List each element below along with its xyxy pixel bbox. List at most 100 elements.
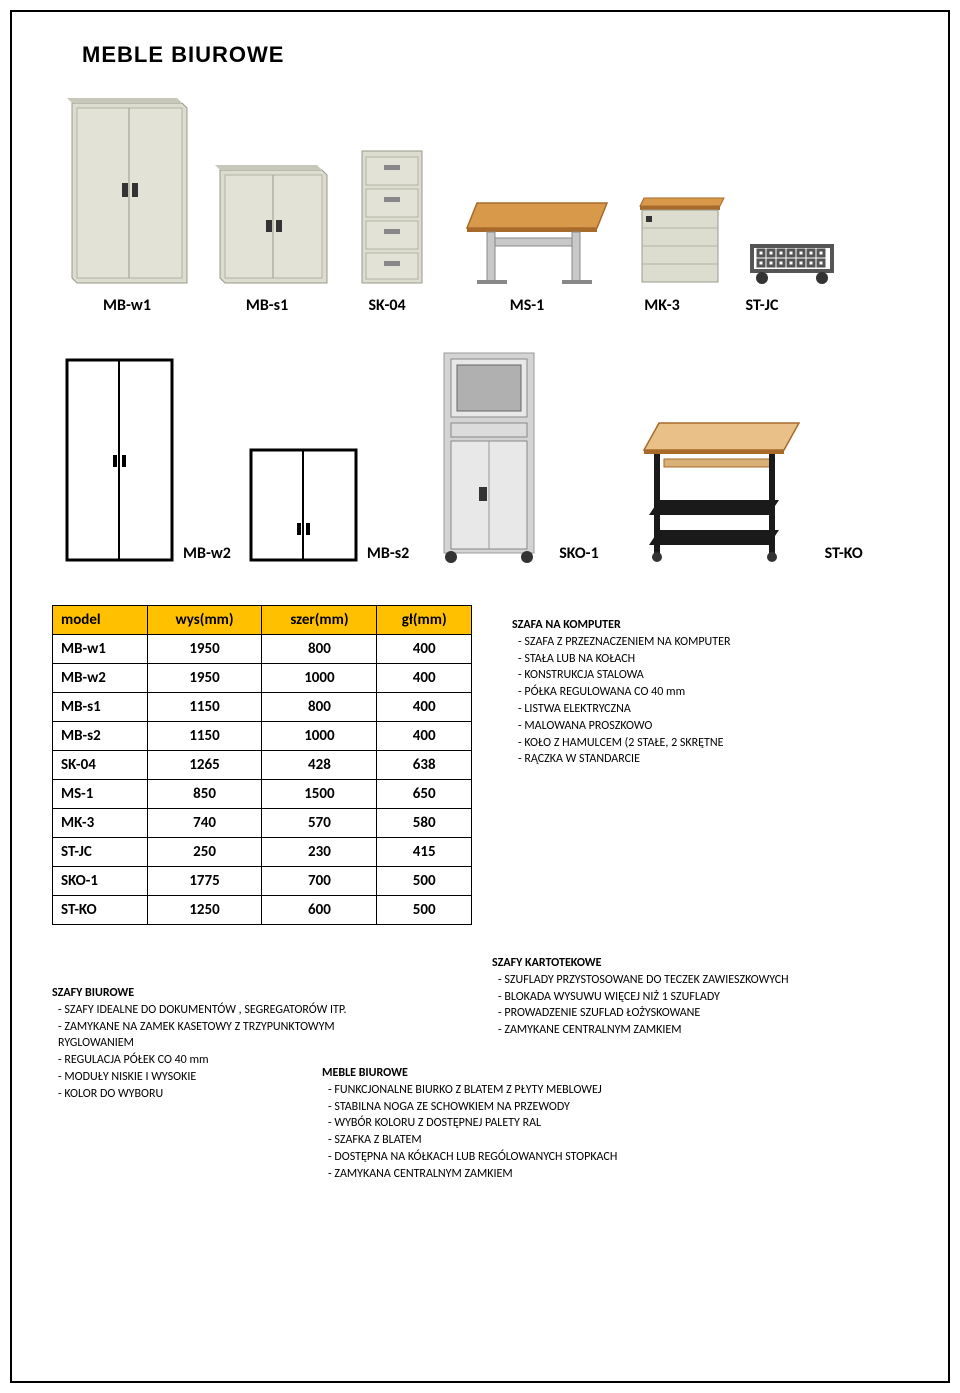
table-cell: 740 [147, 809, 262, 838]
product-mb-w1 [62, 88, 192, 288]
table-cell: 800 [262, 635, 377, 664]
table-row: ST-JC250230415 [53, 838, 472, 867]
desc-line: - MALOWANA PROSZKOWO [512, 718, 730, 735]
drawer-cabinet-icon [632, 188, 732, 288]
table-row: MB-w219501000400 [53, 664, 472, 693]
table-cell: 800 [262, 693, 377, 722]
table-cell: 400 [377, 722, 472, 751]
table-row: ST-KO1250600500 [53, 896, 472, 925]
col-model: model [53, 606, 148, 635]
page-title: MEBLE BIUROWE [82, 42, 918, 68]
product-mb-s1 [212, 158, 332, 288]
desc-line: - STAŁA LUB NA KOŁACH [512, 651, 730, 668]
table-cell: 1775 [147, 867, 262, 896]
table-header-row: model wys(mm) szer(mm) gł(mm) [53, 606, 472, 635]
table-cell: ST-KO [53, 896, 148, 925]
table-cell: 600 [262, 896, 377, 925]
table-cell: 415 [377, 838, 472, 867]
desk-icon [457, 188, 617, 288]
desc-computer-cabinet: SZAFA NA KOMPUTER - SZAFA Z PRZEZNACZENI… [512, 617, 730, 768]
table-row: MK-3740570580 [53, 809, 472, 838]
label-st-ko: ST-KO [825, 544, 863, 563]
table-cell: 500 [377, 867, 472, 896]
table-cell: 850 [147, 780, 262, 809]
product-sko-1: SKO-1 [429, 345, 598, 565]
desc-line: - PÓŁKA REGULOWANA CO 40 mm [512, 684, 730, 701]
table-cell: 650 [377, 780, 472, 809]
desc-line: - SZAFA Z PRZEZNACZENIEM NA KOMPUTER [512, 634, 730, 651]
product-mk-3 [632, 188, 732, 288]
table-cell: 400 [377, 635, 472, 664]
label-mb-w2: MB-w2 [183, 544, 231, 563]
label-mb-s2: MB-s2 [367, 544, 409, 563]
file-cabinet-icon [352, 143, 432, 288]
table-cell: 428 [262, 751, 377, 780]
desc-line: - ZAMYKANE CENTRALNYM ZAMKIEM [492, 1022, 912, 1039]
table-row: SK-041265428638 [53, 751, 472, 780]
product-st-ko: ST-KO [629, 405, 863, 565]
desc-line: - FUNKCJONALNE BIURKO Z BLATEM Z PŁYTY M… [322, 1082, 772, 1099]
computer-desk-icon [629, 405, 809, 565]
cabinet-short-icon [212, 158, 332, 288]
table-cell: 570 [262, 809, 377, 838]
lower-descriptions: SZAFY BIUROWE - SZAFY IDEALNE DO DOKUMEN… [42, 955, 918, 1195]
desc-line: - SZAFKA Z BLATEM [322, 1132, 772, 1149]
table-cell: 1500 [262, 780, 377, 809]
table-cell: 250 [147, 838, 262, 867]
data-section: model wys(mm) szer(mm) gł(mm) MB-w119508… [42, 605, 918, 925]
desc-kartotekowe: SZAFY KARTOTEKOWE - SZUFLADY PRZYSTOSOWA… [492, 955, 912, 1039]
desc-line: - SZAFY IDEALNE DO DOKUMENTÓW , SEGREGAT… [52, 1002, 392, 1019]
desc-meble-title: MEBLE BIUROWE [322, 1065, 772, 1082]
label-mb-w1: MB-w1 [62, 296, 192, 315]
col-szer: szer(mm) [262, 606, 377, 635]
product-st-jc [742, 228, 842, 288]
desc-line: - DOSTĘPNA NA KÓŁKACH LUB REGÓLOWANYCH S… [322, 1149, 772, 1166]
desc-line: - BLOKADA WYSUWU WIĘCEJ NIŻ 1 SZUFLADY [492, 989, 912, 1006]
table-cell: 638 [377, 751, 472, 780]
product-mb-s2: MB-s2 [246, 445, 409, 565]
product-sk-04 [352, 143, 432, 288]
table-cell: 230 [262, 838, 377, 867]
table-cell: 1950 [147, 635, 262, 664]
table-cell: 580 [377, 809, 472, 838]
desc-line: - STABILNA NOGA ZE SCHOWKIEM NA PRZEWODY [322, 1099, 772, 1116]
computer-cabinet-icon [429, 345, 549, 565]
desc-line: - SZUFLADY PRZYSTOSOWANE DO TECZEK ZAWIE… [492, 972, 912, 989]
cabinet-tall-icon [62, 88, 192, 288]
desc-line: RYGLOWANIEM [52, 1035, 392, 1052]
labels-row-1: MB-w1 MB-s1 SK-04 MS-1 MK-3 ST-JC [42, 296, 918, 315]
table-cell: 1150 [147, 722, 262, 751]
cabinet-outline-tall-icon [62, 355, 177, 565]
table-cell: MB-s2 [53, 722, 148, 751]
table-cell: SK-04 [53, 751, 148, 780]
desc-kart-title: SZAFY KARTOTEKOWE [492, 955, 912, 972]
table-cell: 1950 [147, 664, 262, 693]
table-cell: MB-s1 [53, 693, 148, 722]
table-cell: 1150 [147, 693, 262, 722]
desc-meble: MEBLE BIUROWE - FUNKCJONALNE BIURKO Z BL… [322, 1065, 772, 1183]
desc-szafy-title: SZAFY BIUROWE [52, 985, 392, 1002]
desc-line: - ZAMYKANE NA ZAMEK KASETOWY Z TRZYPUNKT… [52, 1019, 392, 1036]
label-mk-3: MK-3 [612, 296, 712, 315]
spec-table: model wys(mm) szer(mm) gł(mm) MB-w119508… [52, 605, 472, 925]
desc-line: - WYBÓR KOLORU Z DOSTĘPNEJ PALETY RAL [322, 1115, 772, 1132]
product-mb-w2: MB-w2 [62, 355, 231, 565]
table-cell: ST-JC [53, 838, 148, 867]
desc-line: - KONSTRUKCJA STALOWA [512, 667, 730, 684]
table-cell: SKO-1 [53, 867, 148, 896]
col-gl: gł(mm) [377, 606, 472, 635]
table-cell: 1000 [262, 722, 377, 751]
trolley-icon [742, 228, 842, 288]
cabinet-outline-short-icon [246, 445, 361, 565]
table-cell: 1000 [262, 664, 377, 693]
desc-line: - LISTWA ELEKTRYCZNA [512, 701, 730, 718]
label-sko-1: SKO-1 [559, 544, 598, 563]
table-row: MB-s211501000400 [53, 722, 472, 751]
table-cell: MK-3 [53, 809, 148, 838]
product-ms-1 [457, 188, 617, 288]
page-frame: MEBLE BIUROWE [10, 10, 950, 1383]
desc-computer-title: SZAFA NA KOMPUTER [512, 617, 730, 634]
table-cell: 700 [262, 867, 377, 896]
table-cell: MB-w2 [53, 664, 148, 693]
table-cell: MB-w1 [53, 635, 148, 664]
